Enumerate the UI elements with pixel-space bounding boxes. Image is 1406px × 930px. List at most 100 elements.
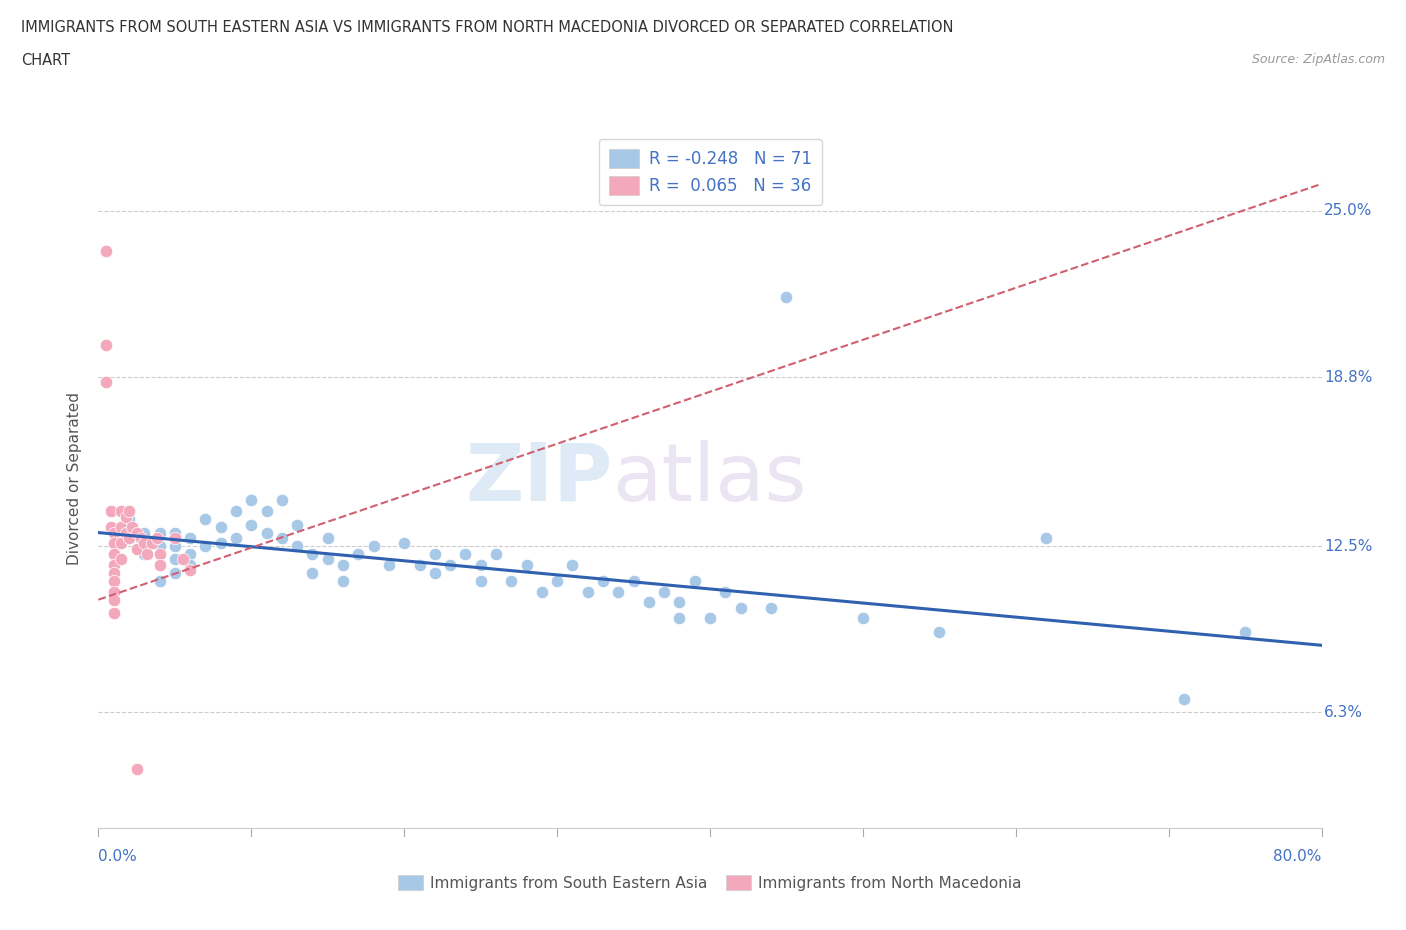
Point xyxy=(1234,624,1257,639)
Point xyxy=(530,584,553,599)
Point xyxy=(256,525,278,540)
Point xyxy=(145,530,167,545)
Point xyxy=(125,541,148,556)
Point xyxy=(607,584,630,599)
Point xyxy=(110,520,132,535)
Point xyxy=(163,565,186,580)
Point xyxy=(683,574,706,589)
Point xyxy=(332,574,354,589)
Point xyxy=(225,530,247,545)
Point xyxy=(163,525,186,540)
Point xyxy=(454,547,477,562)
Point xyxy=(94,244,117,259)
Point xyxy=(423,565,446,580)
Point xyxy=(378,557,401,572)
Point xyxy=(149,557,172,572)
Point xyxy=(347,547,370,562)
Legend: Immigrants from South Eastern Asia, Immigrants from North Macedonia: Immigrants from South Eastern Asia, Immi… xyxy=(392,869,1028,897)
Point xyxy=(179,530,201,545)
Point xyxy=(163,538,186,553)
Point xyxy=(225,504,247,519)
Point xyxy=(852,611,875,626)
Point xyxy=(470,574,492,589)
Point xyxy=(439,557,461,572)
Point xyxy=(714,584,737,599)
Point xyxy=(363,538,385,553)
Point xyxy=(134,525,156,540)
Point xyxy=(270,530,292,545)
Point xyxy=(172,552,194,567)
Point xyxy=(163,552,186,567)
Point xyxy=(103,565,125,580)
Point xyxy=(179,563,201,578)
Point xyxy=(576,584,599,599)
Point xyxy=(1035,530,1057,545)
Point xyxy=(392,536,416,551)
Point xyxy=(100,520,122,535)
Point xyxy=(270,493,292,508)
Point xyxy=(759,600,782,615)
Point xyxy=(470,557,492,572)
Point xyxy=(136,547,159,562)
Point xyxy=(118,512,141,526)
Point xyxy=(103,547,125,562)
Point xyxy=(134,547,156,562)
Point xyxy=(125,525,148,540)
Point xyxy=(103,605,125,620)
Point xyxy=(121,520,143,535)
Text: atlas: atlas xyxy=(612,440,807,518)
Point xyxy=(94,338,117,352)
Point xyxy=(129,530,152,545)
Point xyxy=(118,530,141,545)
Text: 12.5%: 12.5% xyxy=(1324,538,1372,553)
Point xyxy=(103,592,125,607)
Point xyxy=(179,547,201,562)
Point xyxy=(118,504,141,519)
Point xyxy=(209,520,232,535)
Text: 6.3%: 6.3% xyxy=(1324,705,1362,720)
Point xyxy=(149,547,172,562)
Text: 80.0%: 80.0% xyxy=(1274,849,1322,864)
Point xyxy=(103,574,125,589)
Point xyxy=(149,525,172,540)
Point xyxy=(240,493,263,508)
Point xyxy=(110,504,132,519)
Point xyxy=(149,574,172,589)
Point xyxy=(194,538,217,553)
Point xyxy=(775,289,797,304)
Point xyxy=(637,595,661,610)
Point xyxy=(110,552,132,567)
Point xyxy=(134,536,156,551)
Point xyxy=(103,536,125,551)
Point xyxy=(100,504,122,519)
Point xyxy=(652,584,675,599)
Point xyxy=(179,557,201,572)
Text: CHART: CHART xyxy=(21,53,70,68)
Text: IMMIGRANTS FROM SOUTH EASTERN ASIA VS IMMIGRANTS FROM NORTH MACEDONIA DIVORCED O: IMMIGRANTS FROM SOUTH EASTERN ASIA VS IM… xyxy=(21,20,953,35)
Point xyxy=(194,512,217,526)
Point xyxy=(115,525,138,540)
Point xyxy=(316,552,339,567)
Point xyxy=(408,557,430,572)
Text: 18.8%: 18.8% xyxy=(1324,369,1372,384)
Point xyxy=(668,595,690,610)
Point xyxy=(561,557,583,572)
Point xyxy=(240,517,263,532)
Point xyxy=(256,504,278,519)
Point xyxy=(163,530,186,545)
Text: 0.0%: 0.0% xyxy=(98,849,138,864)
Point xyxy=(209,536,232,551)
Point xyxy=(103,557,125,572)
Point xyxy=(928,624,950,639)
Point xyxy=(730,600,752,615)
Point xyxy=(285,538,308,553)
Point xyxy=(485,547,508,562)
Text: Source: ZipAtlas.com: Source: ZipAtlas.com xyxy=(1251,53,1385,66)
Point xyxy=(149,538,172,553)
Point xyxy=(103,584,125,599)
Point xyxy=(118,530,141,545)
Point xyxy=(149,557,172,572)
Y-axis label: Divorced or Separated: Divorced or Separated xyxy=(67,392,83,565)
Point xyxy=(423,547,446,562)
Text: ZIP: ZIP xyxy=(465,440,612,518)
